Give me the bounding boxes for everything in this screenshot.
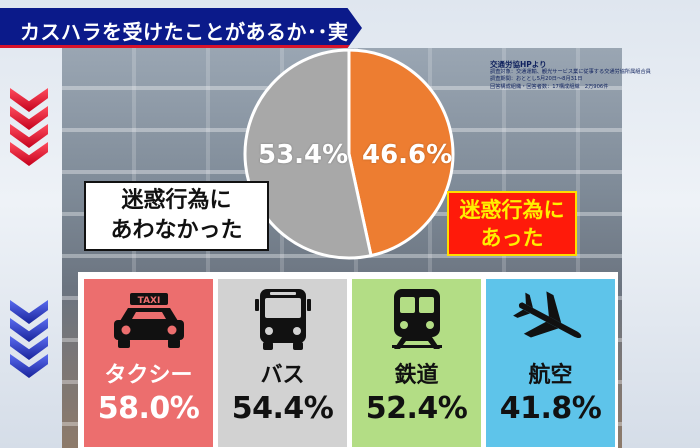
taxi-icon: TAXI xyxy=(114,293,184,348)
mode-label-rail: 鉄道 xyxy=(394,363,439,388)
pie-label-yes: 46.6% xyxy=(362,140,453,170)
taxi-sign-text: TAXI xyxy=(138,296,161,306)
airplane-icon xyxy=(513,291,582,339)
value-taxi: 58.0% xyxy=(97,391,200,426)
red-chevrons xyxy=(10,88,48,166)
label-no-line1: 迷惑行為に xyxy=(121,188,232,213)
value-air: 41.8% xyxy=(499,391,602,426)
label-box-no: 迷惑行為に あわなかった xyxy=(84,181,269,251)
train-icon xyxy=(392,289,442,349)
pie-slice-no xyxy=(243,48,373,260)
mode-label-taxi: タクシー xyxy=(104,363,193,388)
card-rail: 鉄道 52.4% xyxy=(352,279,481,447)
label-no-line2: あわなかった xyxy=(110,218,243,243)
value-rail: 52.4% xyxy=(365,391,468,426)
mode-label-bus: バス xyxy=(260,363,305,388)
pie-label-no: 53.4% xyxy=(258,140,349,170)
source-note: 交通労協HPより 調査対象：交通運輸、観光サービス業に従事する交通労協所属組合員… xyxy=(490,60,651,91)
card-bus: バス 54.4% xyxy=(218,279,347,447)
bus-icon xyxy=(255,289,311,350)
blue-chevrons xyxy=(10,300,48,378)
value-bus: 54.4% xyxy=(231,391,334,426)
mode-label-air: 航空 xyxy=(528,363,573,388)
source-line: 回答構成組織・回答者数：17構成組織 2万906件 xyxy=(490,83,609,90)
header-banner: カスハラを受けたことがあるか･･実態調査 xyxy=(0,8,362,48)
source-title: 交通労協HPより xyxy=(490,60,547,69)
label-box-yes: 迷惑行為に あった xyxy=(447,191,577,256)
source-line: 調査対象：交通運輸、観光サービス業に従事する交通労協所属組合員 xyxy=(490,69,651,75)
card-air: 航空 41.8% xyxy=(486,279,615,447)
label-yes-line1: 迷惑行為に xyxy=(459,197,565,222)
source-line: 調査期間：おととし5月20日～8月31日 xyxy=(490,76,583,83)
page-title: カスハラを受けたことがあるか･･実態調査 xyxy=(20,20,349,73)
card-taxi: TAXI タクシー 58.0% xyxy=(84,279,213,447)
transport-cards: TAXI タクシー 58.0% バス 54.4% xyxy=(78,272,618,448)
label-yes-line2: あった xyxy=(480,225,544,250)
pie-slice-yes xyxy=(347,48,455,258)
